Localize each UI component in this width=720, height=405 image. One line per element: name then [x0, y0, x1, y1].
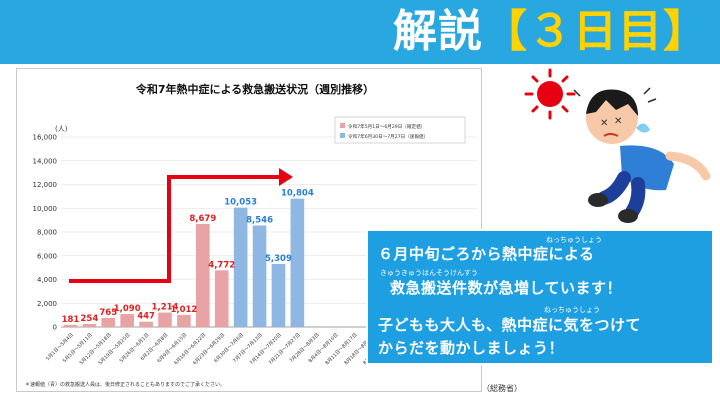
bar-preliminary: [233, 207, 248, 327]
data-label: 10,804: [281, 189, 314, 199]
chart-title: 令和7年熱中症による救急搬送状況（週別推移）: [135, 82, 374, 96]
page-title: 解説【３日目】: [393, 4, 708, 60]
bar-preliminary: [252, 225, 267, 327]
bar-confirmed: [101, 317, 116, 327]
y-axis-unit: (人): [55, 125, 68, 133]
data-label: 1,012: [170, 305, 197, 315]
bar-confirmed: [82, 323, 97, 327]
note-line-2: 救急搬送件数が急増しています！: [390, 279, 623, 297]
x-tick-label: 5月19日～5月25日: [97, 332, 131, 366]
legend-swatch-confirmed: [340, 123, 345, 128]
note-line-3: 子どもも大人も、熱中症に気をつけて: [378, 316, 642, 334]
ruby-heatstroke-2: ねっちゅうしょう: [544, 306, 600, 314]
title-day-label: 【３日目】: [483, 6, 708, 57]
bar-confirmed: [63, 324, 78, 327]
data-label: 254: [80, 314, 98, 324]
data-label: 8,679: [189, 214, 216, 224]
x-tick-label: 7月21日～7月27日: [268, 332, 302, 366]
trend-arrow-line: [69, 175, 279, 283]
x-tick-label: 5月12日～5月18日: [79, 332, 113, 366]
source-credit: （総務省）: [482, 384, 522, 393]
bar-confirmed: [177, 314, 191, 327]
note-line-1: ６月中旬ごろから熱中症による: [378, 245, 595, 263]
data-label: 10,053: [224, 198, 257, 208]
ruby-heatstroke-1: ねっちゅうしょう: [546, 236, 602, 244]
data-label: 447: [137, 312, 155, 322]
chart-footnote: ＊速報値（青）の救急搬送人員は、後日修正されることもありますのでご了承ください。: [25, 381, 225, 388]
y-tick-label: 14,000: [33, 157, 58, 165]
legend-label-preliminary: 令和7年6月30日～7月27日（速報値）: [348, 133, 428, 140]
data-label: 5,309: [265, 254, 292, 264]
bar-confirmed: [214, 270, 229, 327]
y-tick-label: 16,000: [33, 134, 58, 142]
x-tick-label: 6月16日～6月22日: [173, 332, 207, 366]
legend-swatch-preliminary: [340, 133, 345, 138]
y-tick-label: 12,000: [33, 181, 58, 189]
legend: 令和7年5月1日～6月29日（確定値） 令和7年6月30日～7月27日（速報値）: [334, 116, 466, 144]
data-label: 1,214: [152, 303, 179, 313]
x-tick-label: 7月14日～7月20日: [249, 332, 283, 366]
y-tick-label: 4,000: [37, 276, 57, 284]
y-tick-label: 10,000: [33, 205, 58, 213]
bar-confirmed: [158, 312, 172, 327]
legend-box: [334, 116, 466, 144]
data-label: 4,772: [208, 260, 235, 270]
legend-label-confirmed: 令和7年5月1日～6月29日（確定値）: [348, 123, 425, 130]
sun-icon: [524, 68, 576, 120]
x-tick-label: 6月23日～6月29日: [192, 332, 226, 366]
x-tick-label: 8月11日～8月17日: [324, 332, 358, 366]
y-tick-label: 8,000: [37, 229, 57, 237]
data-label: 8,546: [246, 216, 273, 226]
svg-text:✕: ✕: [614, 116, 622, 127]
data-label: 765: [99, 308, 117, 318]
heatstroke-illustration: ✕ ✕: [524, 68, 711, 223]
bar-preliminary: [271, 263, 286, 327]
bar-confirmed: [139, 321, 153, 327]
y-tick-label: 2,000: [37, 300, 57, 308]
trend-arrow-head: [279, 168, 293, 186]
bar-preliminary: [290, 198, 305, 327]
note-line-4: からだを動かしましょう！: [378, 339, 565, 357]
header-banner: 解説【３日目】: [0, 0, 720, 64]
data-label: 181: [62, 315, 80, 325]
y-tick-label: 6,000: [37, 252, 57, 260]
svg-text:✕: ✕: [600, 118, 608, 129]
boy-figure: ✕ ✕: [573, 87, 711, 223]
ruby-emergency-transport: きゅうきゅうはんそうけんすう: [380, 269, 478, 277]
bar-confirmed: [120, 314, 134, 327]
y-tick-label: 0: [53, 324, 57, 332]
data-label: 1,090: [114, 304, 141, 314]
title-main: 解説: [393, 6, 483, 57]
bar-confirmed: [196, 223, 210, 327]
explanation-box: ねっちゅうしょう ６月中旬ごろから熱中症による きゅうきゅうはんそうけんすう 救…: [366, 229, 714, 365]
